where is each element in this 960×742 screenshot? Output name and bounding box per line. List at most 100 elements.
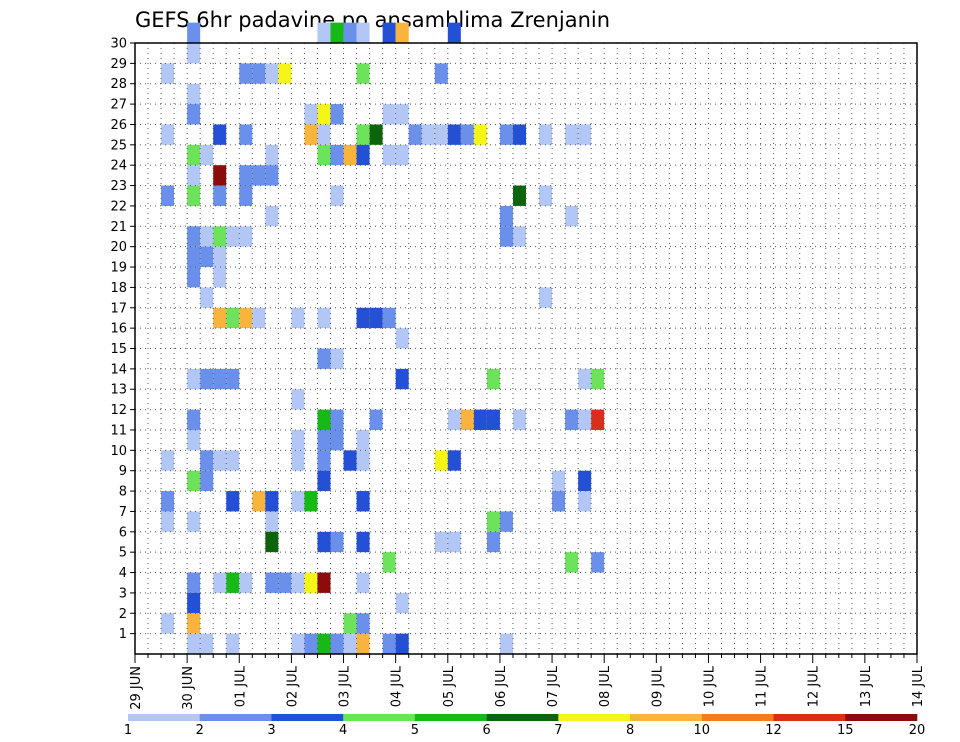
heatmap-cell [161,63,175,84]
heatmap-cell [226,633,240,654]
colorbar-label: 15 [837,723,854,738]
heatmap-cell [578,124,592,145]
heatmap-cell [382,22,396,43]
heatmap-cell [200,470,214,492]
heatmap-cell [291,450,305,471]
heatmap-cell [330,22,344,43]
y-tick-label: 30 [110,37,127,52]
heatmap-cell [187,43,201,64]
y-tick-label: 20 [110,240,127,255]
heatmap-cell [486,511,500,532]
colorbar-swatch [558,714,631,721]
heatmap-cell [356,613,370,634]
y-tick-label: 10 [110,444,127,459]
heatmap-cell [460,409,474,430]
chart-title: GEFS 6hr padavine po ansamblima Zrenjani… [135,8,610,32]
heatmap-cell [356,633,370,654]
y-tick-label: 19 [110,261,127,276]
heatmap-cell [187,511,201,532]
heatmap-cell [356,307,370,329]
y-tick-label: 4 [119,566,127,581]
heatmap-cell [187,22,201,43]
heatmap-cell [187,572,201,593]
heatmap-cell [213,267,227,288]
heatmap-cell [578,368,592,390]
y-tick-label: 29 [110,57,127,72]
heatmap-cell [252,165,266,186]
heatmap-cell [434,124,448,145]
heatmap-cell [499,124,513,145]
heatmap-cell [499,633,513,654]
heatmap-cell [213,165,227,186]
y-tick-label: 5 [119,546,127,561]
y-tick-label: 16 [110,322,127,337]
heatmap-cell [591,409,605,430]
x-tick-label: 03 JUL [338,665,353,707]
heatmap-cell [447,22,461,43]
colorbar: 1 2 3 4 5 6 7 8 10 12 15 20 [124,714,925,738]
heatmap-cell [304,572,318,593]
heatmap-cell [317,348,331,369]
heatmap-cell [291,307,305,329]
heatmap-cell [512,409,526,430]
heatmap-cell [187,226,201,247]
heatmap-cell [317,633,331,654]
heatmap-cell [317,22,331,43]
heatmap-cell [226,450,240,471]
x-tick-label: 08 JUL [598,665,613,707]
heatmap-cell [382,552,396,573]
colorbar-label: 2 [196,723,204,738]
heatmap-cell [239,226,253,247]
heatmap-cell [213,368,227,390]
heatmap-cell [395,328,409,349]
y-tick-label: 26 [110,118,127,133]
heatmap-cell [187,246,201,268]
colorbar-label: 4 [339,723,347,738]
x-tick-label: 30 JUN [181,666,196,710]
heatmap-cell [187,104,201,125]
heatmap-cell [330,104,344,125]
heatmap-cell [291,389,305,410]
heatmap-cell [252,491,266,512]
heatmap-cell [187,470,201,492]
heatmap-cell [200,287,214,308]
heatmap-cell [278,63,292,84]
colorbar-swatch [343,714,416,721]
heatmap-cell [356,429,370,451]
heatmap-cell [512,124,526,145]
heatmap-cell [343,613,357,634]
heatmap-cell [447,450,461,471]
colorbar-swatch [128,714,201,721]
heatmap-cell [200,450,214,471]
heatmap-cell [565,124,579,145]
heatmap-cell [565,552,579,573]
heatmap-cell [356,450,370,471]
heatmap-cell [382,104,396,125]
y-tick-label: 18 [110,281,127,296]
x-tick-label: 12 JUL [807,665,822,707]
heatmap-cell [265,491,279,512]
heatmap-cell [187,185,201,206]
colorbar-swatch [773,714,846,721]
heatmap-cell [213,226,227,247]
y-tick-label: 2 [119,607,127,622]
heatmap-cell [591,552,605,573]
heatmap-cell [239,63,253,84]
heatmap-cell [486,409,500,430]
heatmap-cell [317,144,331,166]
heatmap-cell [356,531,370,553]
y-tick-label: 23 [110,179,127,194]
heatmap-cell [539,287,553,308]
heatmap-cell [187,592,201,614]
heatmap-cell [447,409,461,430]
heatmap-cell [187,144,201,166]
heatmap-cell [239,124,253,145]
heatmap-cell [369,307,383,329]
heatmap-cell [356,491,370,512]
heatmap-cell [382,307,396,329]
heatmap-cell [317,572,331,593]
colorbar-swatch [486,714,559,721]
y-tick-label: 6 [119,525,127,540]
x-tick-label: 04 JUL [390,665,405,707]
heatmap-cell [395,144,409,166]
